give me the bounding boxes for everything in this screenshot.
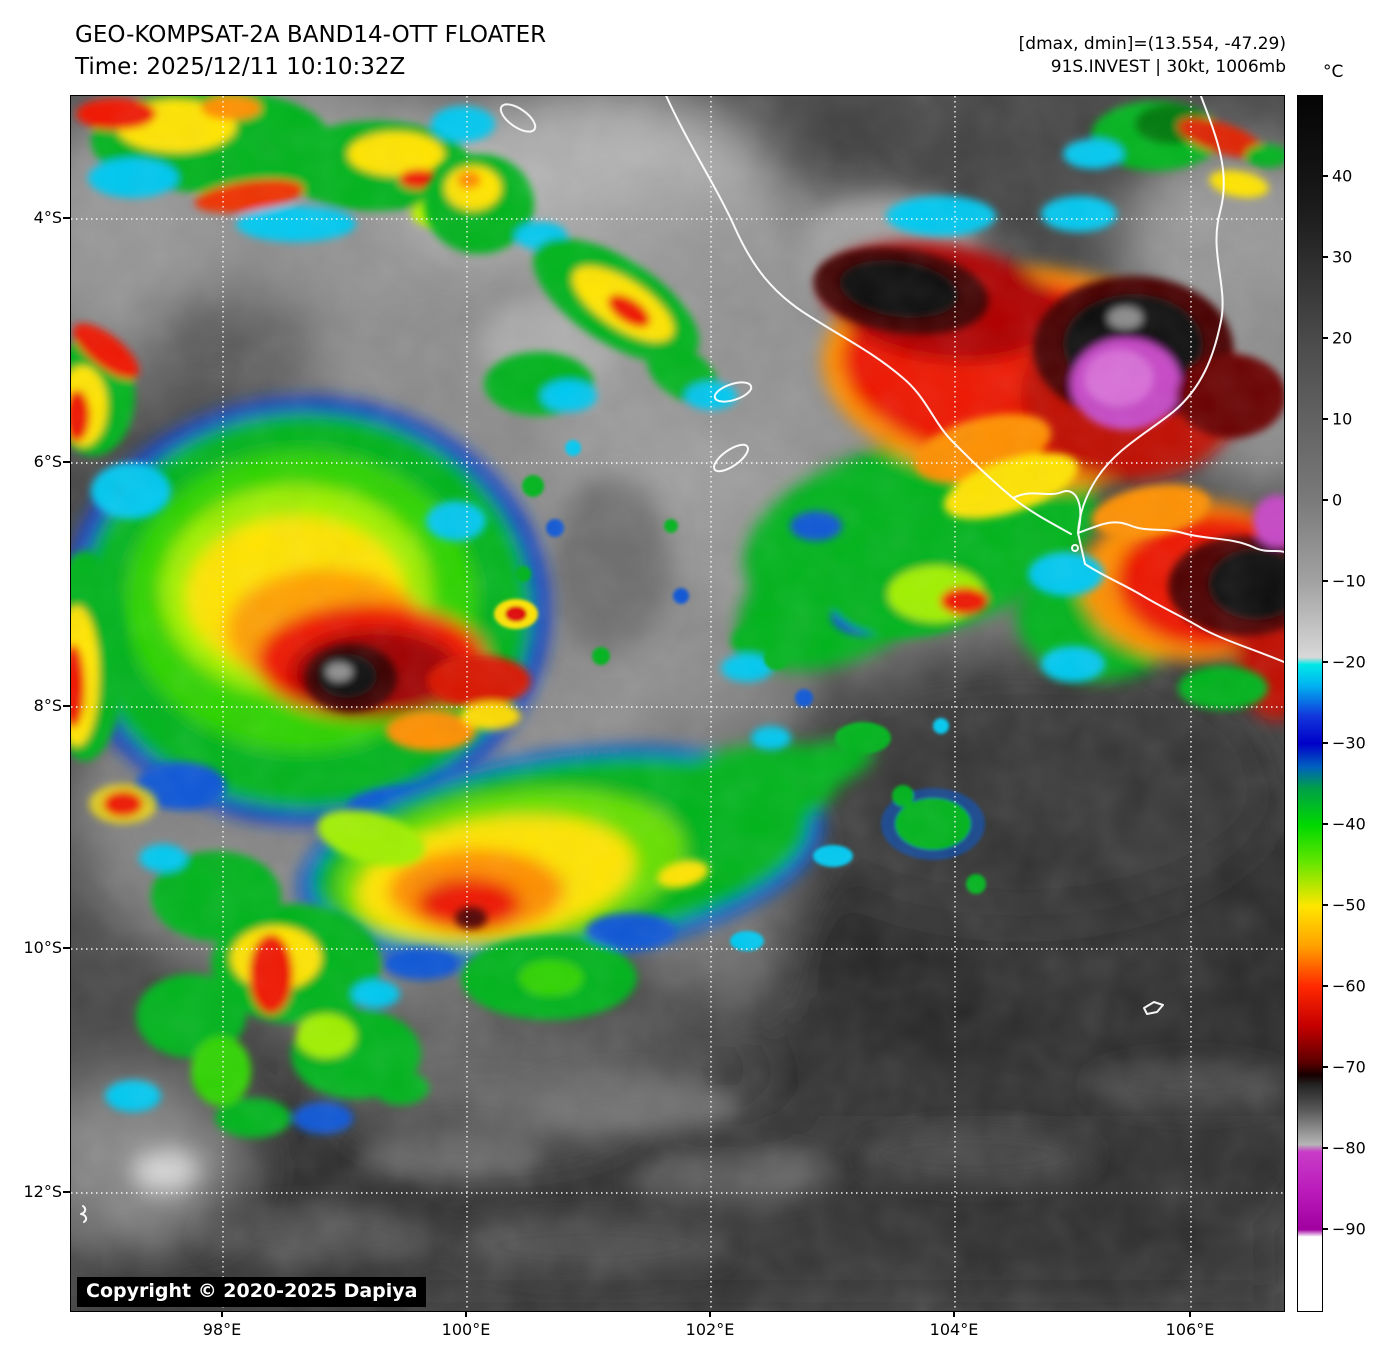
x-axis-tick bbox=[953, 1311, 955, 1317]
x-axis-tick bbox=[221, 1311, 223, 1317]
colorbar-tick-label: 0 bbox=[1332, 490, 1343, 510]
colorbar-tick-label: 30 bbox=[1332, 247, 1353, 267]
colorbar-tick-label: −20 bbox=[1332, 652, 1366, 672]
lon-label-102e: 102°E bbox=[685, 1320, 735, 1339]
colorbar-tick bbox=[1323, 904, 1328, 906]
colorbar-tick bbox=[1323, 175, 1328, 177]
copyright-badge: Copyright © 2020-2025 Dapiya bbox=[77, 1277, 427, 1307]
colorbar-tick-label: −50 bbox=[1332, 895, 1366, 915]
y-axis-tick bbox=[63, 705, 70, 707]
colorbar-tick bbox=[1323, 337, 1328, 339]
figure-title: GEO-KOMPSAT-2A BAND14-OTT FLOATER bbox=[75, 22, 547, 48]
satellite-image bbox=[71, 96, 1284, 1311]
lon-label-106e: 106°E bbox=[1165, 1320, 1215, 1339]
colorbar-tick bbox=[1323, 985, 1328, 987]
colorbar-tick bbox=[1323, 661, 1328, 663]
colorbar-tick bbox=[1323, 742, 1328, 744]
colorbar-unit-label: °C bbox=[1323, 62, 1344, 82]
colorbar-tick bbox=[1323, 1147, 1328, 1149]
colorbar-tick bbox=[1323, 1228, 1328, 1230]
colorbar-tick-label: 10 bbox=[1332, 409, 1353, 429]
storm-info: 91S.INVEST | 30kt, 1006mb bbox=[1050, 57, 1286, 77]
x-axis-tick bbox=[1189, 1311, 1191, 1317]
x-axis-tick bbox=[709, 1311, 711, 1317]
colorbar-tick-label: −60 bbox=[1332, 976, 1366, 996]
satellite-map-canvas: Copyright © 2020-2025 Dapiya bbox=[70, 95, 1285, 1312]
colorbar-tick-label: −40 bbox=[1332, 814, 1366, 834]
colorbar-tick-label: −10 bbox=[1332, 571, 1366, 591]
colorbar-tick bbox=[1323, 1066, 1328, 1068]
coastlines bbox=[80, 96, 1284, 1223]
y-axis-tick bbox=[63, 947, 70, 949]
colorbar-tick-label: −90 bbox=[1332, 1219, 1366, 1239]
figure-timestamp: Time: 2025/12/11 10:10:32Z bbox=[75, 54, 406, 80]
lat-label-12s: 12°S bbox=[23, 1182, 62, 1201]
colorbar-gradient bbox=[1297, 95, 1323, 1312]
colorbar-tick bbox=[1323, 580, 1328, 582]
y-axis-tick bbox=[63, 461, 70, 463]
dmax-dmin-readout: [dmax, dmin]=(13.554, -47.29) bbox=[1018, 34, 1286, 54]
lon-label-100e: 100°E bbox=[441, 1320, 491, 1339]
lat-label-10s: 10°S bbox=[23, 938, 62, 957]
x-axis-tick bbox=[465, 1311, 467, 1317]
y-axis-tick bbox=[63, 217, 70, 219]
y-axis-tick bbox=[63, 1191, 70, 1193]
lat-label-4s: 4°S bbox=[33, 208, 62, 227]
colorbar: 40 30 20 10 0 −10 −20 −30 −40 −50 −60 −7… bbox=[1297, 95, 1366, 1312]
colorbar-tick-label: 20 bbox=[1332, 328, 1353, 348]
colorbar-tick bbox=[1323, 823, 1328, 825]
latlon-grid bbox=[71, 96, 1284, 1311]
colorbar-tick bbox=[1323, 499, 1328, 501]
colorbar-tick-label: 40 bbox=[1332, 166, 1353, 186]
lat-label-6s: 6°S bbox=[33, 452, 62, 471]
colorbar-tick-label: −80 bbox=[1332, 1138, 1366, 1158]
lon-label-98e: 98°E bbox=[202, 1320, 242, 1339]
colorbar-tick-label: −70 bbox=[1332, 1057, 1366, 1077]
cloud-texture-fine bbox=[71, 96, 1284, 1311]
colorbar-tick bbox=[1323, 256, 1328, 258]
colorbar-tick bbox=[1323, 418, 1328, 420]
lon-label-104e: 104°E bbox=[929, 1320, 979, 1339]
lat-label-8s: 8°S bbox=[33, 696, 62, 715]
colorbar-tick-label: −30 bbox=[1332, 733, 1366, 753]
